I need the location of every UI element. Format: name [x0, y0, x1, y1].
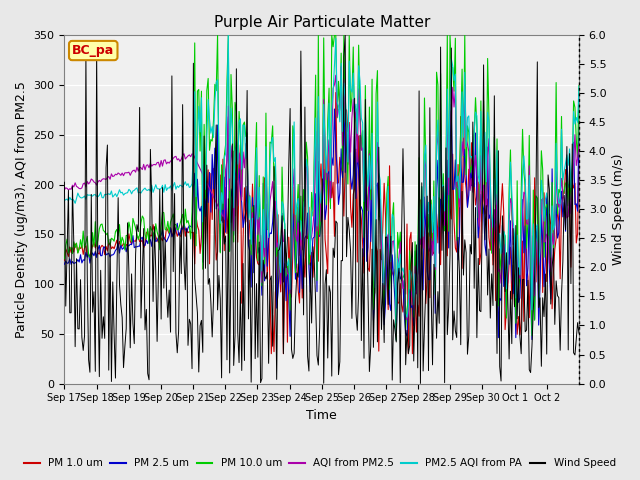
Y-axis label: Wind Speed (m/s): Wind Speed (m/s) [612, 154, 625, 265]
Bar [65, 184, 579, 284]
X-axis label: Time: Time [307, 409, 337, 422]
Text: BC_pa: BC_pa [72, 44, 115, 57]
Title: Purple Air Particulate Matter: Purple Air Particulate Matter [214, 15, 430, 30]
Y-axis label: Particle Density (ug/m3), AQI from PM2.5: Particle Density (ug/m3), AQI from PM2.5 [15, 81, 28, 338]
Legend: PM 1.0 um, PM 2.5 um, PM 10.0 um, AQI from PM2.5, PM2.5 AQI from PA, Wind Speed: PM 1.0 um, PM 2.5 um, PM 10.0 um, AQI fr… [20, 454, 620, 472]
